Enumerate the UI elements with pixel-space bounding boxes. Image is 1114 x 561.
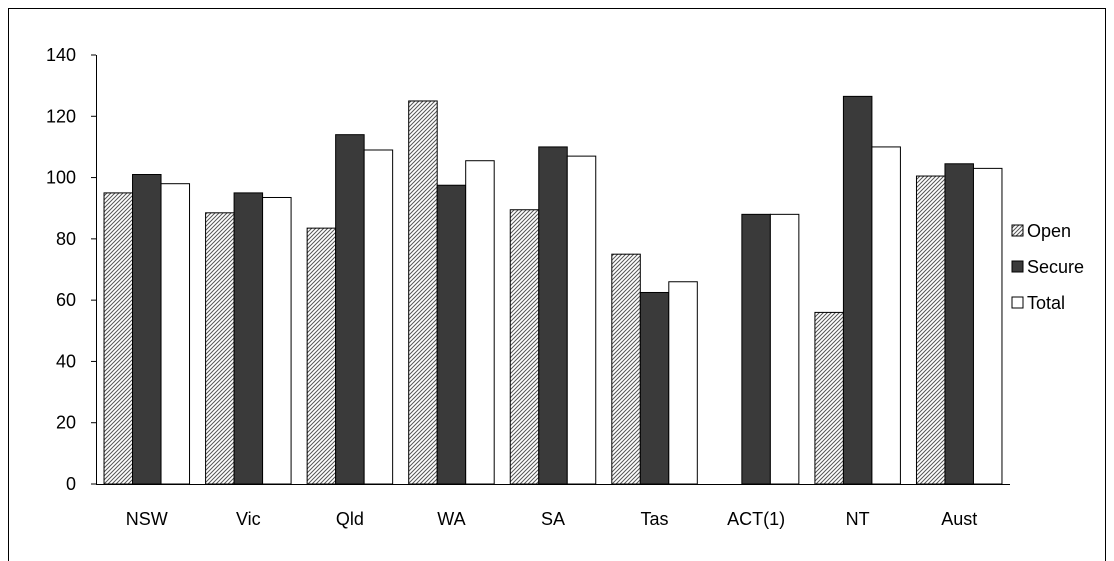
bar-secure: [741, 213, 771, 485]
x-axis: NSW Vic Qld WA SA Tas ACT(1) NT Aust: [96, 484, 1010, 529]
bar-secure: [944, 163, 974, 485]
bar-group: [103, 95, 1003, 485]
y-axis: 0 20 40 60 80 100 120 140: [46, 45, 97, 494]
x-tick-label: Vic: [236, 509, 261, 529]
y-tick-label: 0: [66, 474, 76, 494]
bar-open: [814, 311, 844, 485]
x-tick-label: Tas: [641, 509, 669, 529]
bar-total: [160, 183, 191, 485]
bar-open: [509, 209, 540, 485]
x-tick-label: ACT(1): [727, 509, 785, 529]
x-tick-label: Aust: [941, 509, 977, 529]
y-tick-label: 120: [46, 106, 76, 126]
legend-label-total: Total: [1027, 293, 1065, 313]
x-tick-label: Qld: [336, 509, 364, 529]
bar-secure: [132, 174, 162, 485]
legend-swatch-total: [1011, 296, 1024, 309]
legend-label-open: Open: [1027, 221, 1071, 241]
bar-secure: [538, 146, 568, 485]
x-tick-label: NT: [846, 509, 870, 529]
bar-secure: [335, 134, 365, 485]
legend-label-secure: Secure: [1027, 257, 1084, 277]
x-tick-label: SA: [541, 509, 565, 529]
bar-total: [769, 213, 800, 485]
bar-total: [262, 196, 292, 485]
bar-total: [465, 160, 495, 485]
bar-open: [306, 227, 337, 485]
legend-swatch-secure: [1011, 260, 1024, 273]
bar-total: [972, 167, 1003, 485]
y-tick-label: 140: [46, 45, 76, 65]
chart-border: [8, 8, 1106, 561]
bar-open: [103, 192, 134, 485]
legend-swatch-open: [1011, 224, 1024, 237]
bar-secure: [233, 192, 264, 485]
bar-secure: [639, 291, 670, 485]
bar-total: [871, 146, 901, 485]
y-tick-label: 60: [56, 290, 76, 310]
bar-secure: [842, 95, 873, 485]
bar-total: [363, 149, 394, 485]
bar-open: [611, 253, 641, 485]
x-tick-label: WA: [437, 509, 465, 529]
bar-open: [408, 100, 438, 485]
legend: Open Secure Total: [1011, 221, 1084, 313]
bar-secure: [436, 184, 467, 485]
y-tick-label: 20: [56, 413, 76, 433]
x-tick-label: NSW: [126, 509, 168, 529]
y-tick-label: 80: [56, 229, 76, 249]
bar-open: [915, 175, 946, 485]
bar-total: [668, 281, 698, 485]
y-tick-label: 40: [56, 351, 76, 371]
bar-open: [205, 212, 235, 485]
y-tick-label: 100: [46, 168, 76, 188]
bar-total: [566, 155, 597, 485]
